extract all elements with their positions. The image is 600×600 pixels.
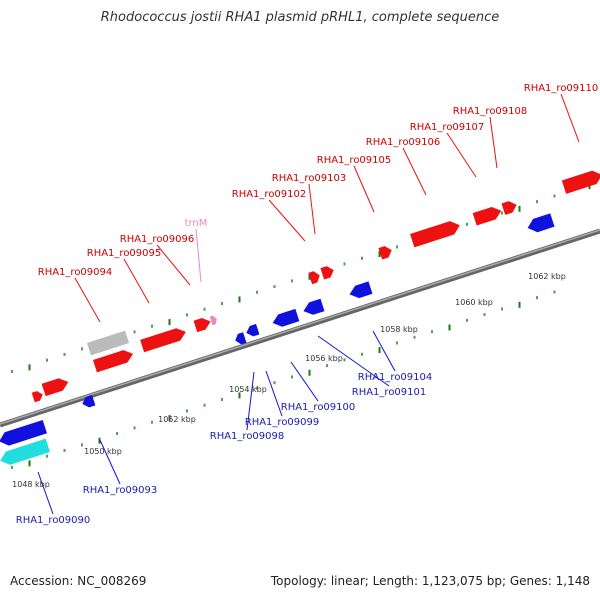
leader-line	[265, 370, 283, 417]
gene-arrow-forward[interactable]	[561, 168, 600, 194]
gene-arrow-reverse-highlighted[interactable]	[0, 438, 50, 468]
accession-text: Accession: NC_008269	[10, 574, 147, 588]
gene-label[interactable]: RHA1_ro09099	[245, 417, 320, 428]
gene-arrow-forward[interactable]	[501, 199, 518, 215]
gene-arrow-forward[interactable]	[31, 390, 45, 403]
gene-arrow-reverse[interactable]	[234, 332, 247, 346]
gene-label[interactable]: RHA1_ro09104	[358, 372, 433, 383]
sequence-backbone	[0, 228, 600, 428]
leader-line	[246, 371, 255, 431]
gene-label[interactable]: trnM	[185, 218, 208, 229]
gene-label[interactable]: RHA1_ro09110	[524, 83, 599, 94]
scale-label: 1056 kbp	[305, 354, 343, 363]
leader-line	[99, 439, 121, 485]
gene-arrow-forward[interactable]	[92, 348, 135, 373]
leader-line	[446, 132, 477, 178]
backbone-highlight	[0, 229, 600, 425]
gene-labels: RHA1_ro09094 RHA1_ro09095 RHA1_ro09096 trnM…	[16, 83, 599, 526]
gene-arrow-forward[interactable]	[410, 219, 462, 248]
gene-arrow-reverse[interactable]	[245, 323, 260, 338]
gene-label[interactable]: RHA1_ro09101	[352, 387, 427, 398]
gene-arrow-reverse[interactable]	[525, 213, 555, 234]
leader-line	[123, 258, 150, 304]
backbone-line	[0, 228, 600, 428]
leader-line	[317, 335, 390, 387]
gene-block-pseudo[interactable]	[86, 330, 130, 356]
scale-label: 1062 kbp	[528, 272, 566, 281]
gene-label[interactable]: RHA1_ro09094	[38, 267, 113, 278]
leader-line	[268, 199, 306, 242]
gene-arrow-forward[interactable]	[308, 270, 321, 285]
gene-arrow-forward[interactable]	[193, 316, 213, 333]
gene-arrow-forward[interactable]	[320, 264, 335, 280]
gene-label[interactable]: RHA1_ro09103	[272, 173, 347, 184]
scale-label: 1052 kbp	[158, 415, 196, 424]
scale-label: 1060 kbp	[455, 298, 493, 307]
map-title: Rhodococcus jostii RHA1 plasmid pRHL1, c…	[100, 10, 500, 25]
leader-line	[353, 165, 375, 213]
label-leader-lines	[37, 93, 580, 515]
gene-label[interactable]: RHA1_ro09105	[317, 155, 392, 166]
reverse-scale-ticks	[11, 290, 556, 469]
gene-arrow-reverse[interactable]	[0, 419, 47, 448]
topology-text: Topology: linear; Length: 1,123,075 bp; …	[270, 574, 590, 588]
gene-arrow-reverse[interactable]	[271, 308, 300, 329]
leader-line	[308, 183, 316, 235]
gene-arrow-reverse[interactable]	[301, 298, 325, 318]
leader-line	[37, 471, 54, 515]
scale-label: 1050 kbp	[84, 447, 122, 456]
gene-label[interactable]: RHA1_ro09095	[87, 248, 162, 259]
gene-arrow-forward[interactable]	[378, 244, 393, 260]
gene-arrow-reverse[interactable]	[348, 281, 373, 300]
gene-label[interactable]: RHA1_ro09102	[232, 189, 307, 200]
gene-arrow-reverse[interactable]	[81, 394, 96, 409]
scale-label: 1054 kbp	[229, 385, 267, 394]
leader-line	[402, 147, 427, 196]
gene-arrow-forward[interactable]	[140, 326, 188, 353]
scale-label: 1058 kbp	[380, 325, 418, 334]
gene-label[interactable]: RHA1_ro09108	[453, 106, 528, 117]
gene-label[interactable]: RHA1_ro09106	[366, 137, 441, 148]
leader-line	[290, 361, 319, 402]
gene-arrow-forward[interactable]	[472, 205, 504, 226]
gene-label[interactable]: RHA1_ro09100	[281, 402, 356, 413]
gene-features	[0, 168, 600, 468]
scale-labels: 1048 kbp 1050 kbp 1052 kbp 1054 kbp 1056 kbp…	[12, 272, 566, 489]
gene-label[interactable]: RHA1_ro09098	[210, 431, 285, 442]
gene-label[interactable]: RHA1_ro09107	[410, 122, 485, 133]
scale-label: 1048 kbp	[12, 480, 50, 489]
gene-arrow-forward[interactable]	[41, 376, 71, 397]
leader-line	[489, 116, 498, 169]
leader-line	[560, 93, 580, 143]
gene-label[interactable]: RHA1_ro09093	[83, 485, 158, 496]
gene-label[interactable]: RHA1_ro09090	[16, 515, 91, 526]
leader-line	[156, 244, 191, 286]
gene-label[interactable]: RHA1_ro09096	[120, 234, 195, 245]
trna-feature[interactable]	[209, 315, 218, 326]
leader-line	[372, 330, 396, 372]
leader-line	[74, 277, 101, 323]
leader-line	[195, 228, 202, 283]
